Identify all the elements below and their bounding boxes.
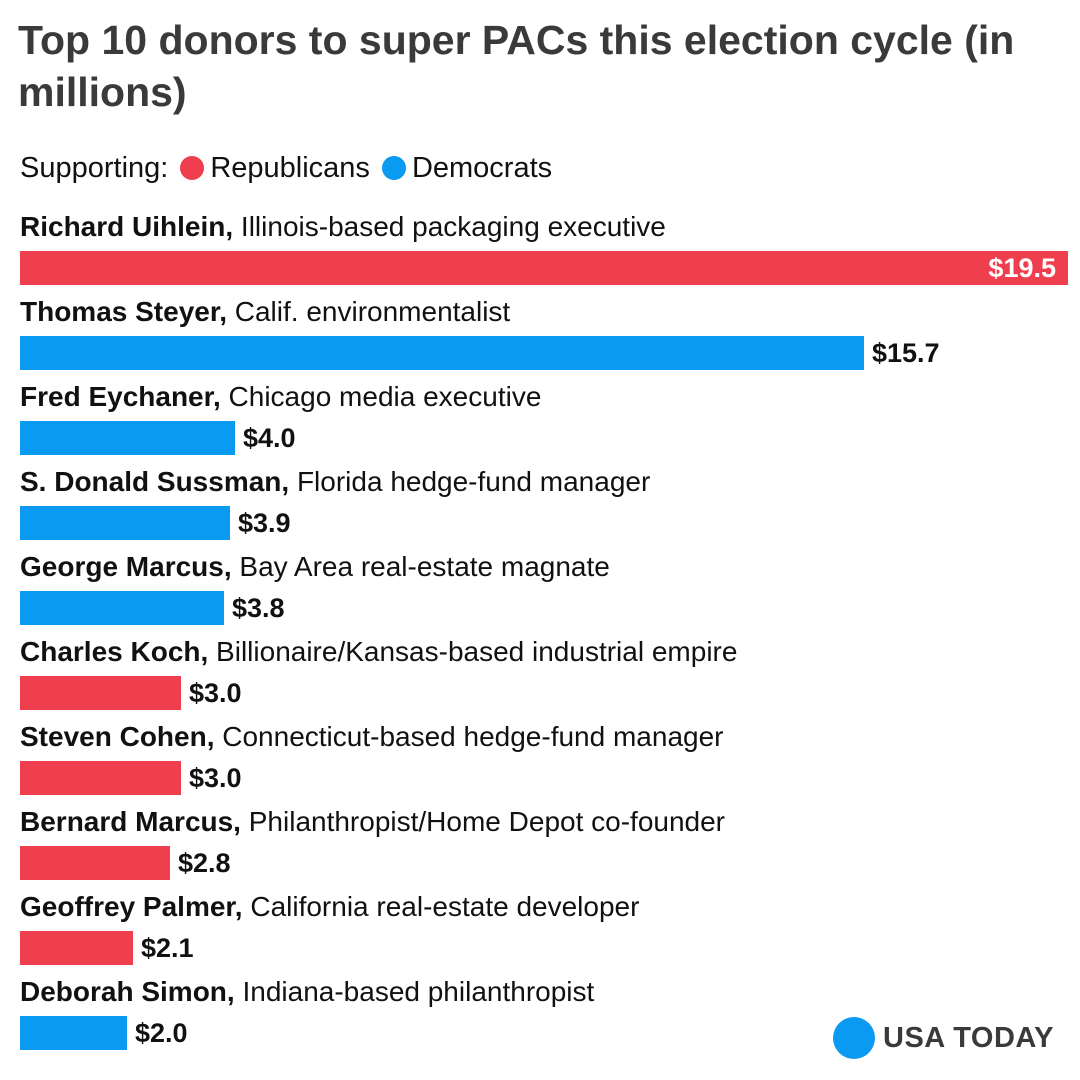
- chart-title: Top 10 donors to super PACs this electio…: [18, 17, 1015, 115]
- bar-row: Bernard Marcus, Philanthropist/Home Depo…: [0, 795, 1080, 880]
- legend-label-republicans: Republicans: [210, 151, 370, 184]
- bar-democrats: [20, 1016, 127, 1050]
- donor-name: Thomas Steyer,: [20, 296, 227, 327]
- bar-democrats: [20, 336, 864, 370]
- bar-democrats: [20, 421, 235, 455]
- bar-democrats: [20, 506, 230, 540]
- democrats-dot-icon: [381, 156, 406, 180]
- bar-chart: Richard Uihlein, Illinois-based packagin…: [0, 200, 1080, 1060]
- bar-row: George Marcus, Bay Area real-estate magn…: [0, 540, 1080, 625]
- donor-name: Geoffrey Palmer,: [20, 891, 243, 922]
- bar-row: Steven Cohen, Connecticut-based hedge-fu…: [0, 710, 1080, 795]
- donor-label: S. Donald Sussman, Florida hedge-fund ma…: [20, 465, 650, 499]
- bar-row: Fred Eychaner, Chicago media executive $4…: [0, 370, 1080, 455]
- donor-description: Billionaire/Kansas-based industrial empi…: [208, 636, 738, 667]
- donor-label: Deborah Simon, Indiana-based philanthrop…: [20, 975, 594, 1009]
- donor-label: Richard Uihlein, Illinois-based packagin…: [20, 210, 666, 244]
- usa-today-logo: USA TODAY: [833, 1017, 1054, 1059]
- donor-description: Chicago media executive: [220, 381, 542, 412]
- bar-republicans: [20, 251, 1068, 285]
- donor-name: George Marcus,: [20, 551, 232, 582]
- bar-republicans: [20, 931, 133, 965]
- donor-label: George Marcus, Bay Area real-estate magn…: [20, 550, 610, 584]
- legend-label-democrats: Democrats: [411, 151, 553, 184]
- bar-row: Charles Koch, Billionaire/Kansas-based i…: [0, 625, 1080, 710]
- data-label: $3.8: [232, 593, 285, 623]
- logo-circle-icon: [833, 1017, 875, 1059]
- donor-name: Steven Cohen,: [20, 721, 215, 752]
- donor-name: Richard Uihlein,: [20, 211, 234, 242]
- data-label: $2.8: [178, 848, 231, 878]
- donor-label: Steven Cohen, Connecticut-based hedge-fu…: [20, 720, 724, 754]
- bar-republicans: [20, 846, 170, 880]
- donor-description: Florida hedge-fund manager: [289, 466, 651, 497]
- donor-label: Fred Eychaner, Chicago media executive: [20, 380, 541, 414]
- donor-description: Philanthropist/Home Depot co-founder: [240, 806, 726, 837]
- bar-republicans: [20, 761, 181, 795]
- bar-row: S. Donald Sussman, Florida hedge-fund ma…: [0, 455, 1080, 540]
- donor-description: Connecticut-based hedge-fund manager: [214, 721, 724, 752]
- donor-description: Indiana-based philanthropist: [234, 976, 595, 1007]
- bar-republicans: [20, 676, 181, 710]
- legend: Supporting: Republicans Democrats: [20, 150, 552, 186]
- data-label: $2.1: [141, 933, 194, 963]
- data-label: $4.0: [243, 423, 296, 453]
- legend-entry-republicans: Republicans: [168, 152, 370, 185]
- donor-label: Charles Koch, Billionaire/Kansas-based i…: [20, 635, 737, 669]
- donor-description: Illinois-based packaging executive: [233, 211, 666, 242]
- legend-prefix: Supporting:: [20, 151, 169, 184]
- data-label: $3.0: [189, 763, 242, 793]
- data-label: $2.0: [135, 1018, 188, 1048]
- donor-name: Fred Eychaner,: [20, 381, 221, 412]
- bar-row: Geoffrey Palmer, California real-estate …: [0, 880, 1080, 965]
- donor-description: Calif. environmentalist: [226, 296, 511, 327]
- data-label: $19.5: [988, 253, 1056, 283]
- bar-row: Deborah Simon, Indiana-based philanthrop…: [0, 965, 1080, 1050]
- data-label: $3.9: [238, 508, 291, 538]
- donor-name: Deborah Simon,: [20, 976, 235, 1007]
- data-label: $15.7: [872, 338, 940, 368]
- donor-label: Geoffrey Palmer, California real-estate …: [20, 890, 639, 924]
- republicans-dot-icon: [180, 156, 205, 180]
- donor-label: Bernard Marcus, Philanthropist/Home Depo…: [20, 805, 725, 839]
- donor-description: California real-estate developer: [242, 891, 640, 922]
- logo-text: USA TODAY: [883, 1021, 1055, 1054]
- legend-entry-democrats: Democrats: [370, 152, 552, 185]
- donor-description: Bay Area real-estate magnate: [231, 551, 610, 582]
- bar-democrats: [20, 591, 224, 625]
- donor-name: S. Donald Sussman,: [20, 466, 290, 497]
- donor-name: Charles Koch,: [20, 636, 209, 667]
- donor-name: Bernard Marcus,: [20, 806, 241, 837]
- bar-row: Richard Uihlein, Illinois-based packagin…: [0, 200, 1080, 285]
- bar-row: Thomas Steyer, Calif. environmentalist $1…: [0, 285, 1080, 370]
- data-label: $3.0: [189, 678, 242, 708]
- donor-label: Thomas Steyer, Calif. environmentalist: [20, 295, 510, 329]
